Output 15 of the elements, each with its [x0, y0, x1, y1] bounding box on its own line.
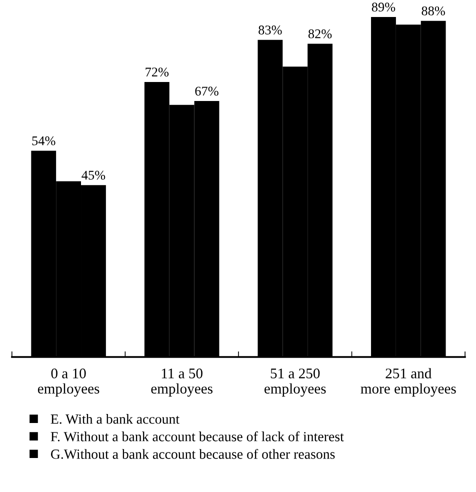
x-tick-label: 11 a 50 employees: [151, 368, 212, 397]
legend-label: F. Without a bank account because of lack of interest: [50, 431, 344, 442]
x-tick-label: 251 and more employees: [360, 368, 456, 397]
data-label: 45%: [82, 170, 106, 180]
x-tick-label: 51 a 250 employees: [264, 368, 326, 397]
data-label: 89%: [372, 2, 396, 12]
data-label: 67%: [195, 86, 218, 96]
x-tick-label: 0 a 10 employees: [38, 368, 100, 397]
data-label: 72%: [146, 68, 169, 77]
data-label: 88%: [422, 6, 445, 16]
legend-label: E. With a bank account: [50, 414, 180, 424]
data-label: 82%: [308, 29, 332, 38]
legend-label: G.Without a bank account because of other reasons: [50, 448, 335, 459]
data-label: 54%: [32, 136, 56, 146]
data-label: 83%: [258, 26, 282, 35]
